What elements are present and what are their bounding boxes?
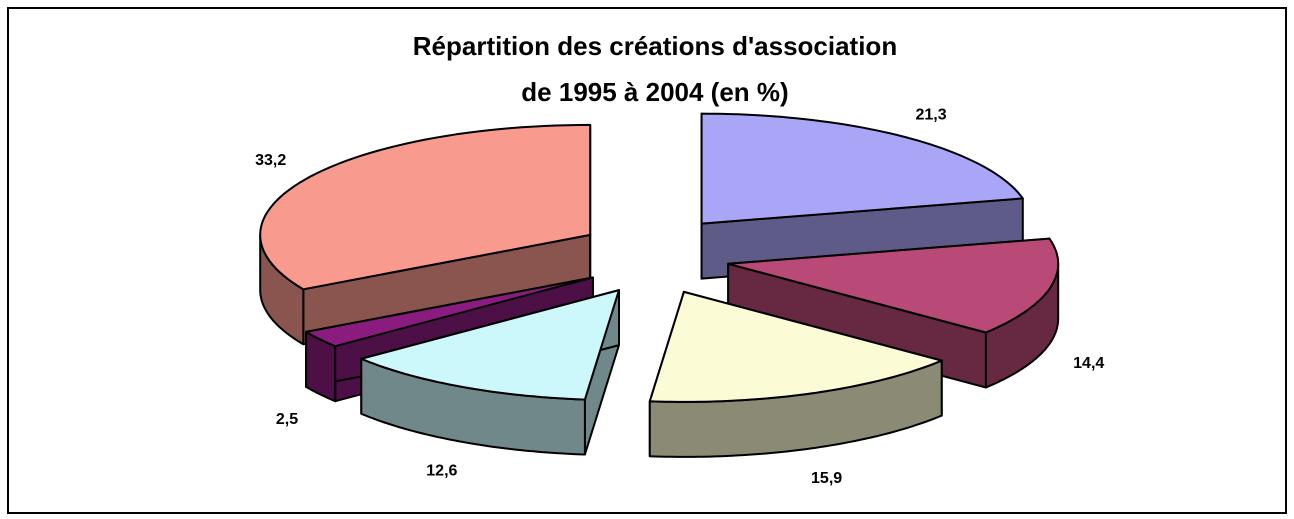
data-label: 2,5 (276, 411, 298, 428)
data-label: 33,2 (255, 152, 286, 169)
slice-top (648, 290, 943, 403)
slice-top (360, 289, 620, 401)
slice (700, 112, 1024, 280)
data-label: 12,6 (426, 462, 457, 479)
chart-title: de 1995 à 2004 (en %) (521, 77, 788, 107)
slice (360, 289, 620, 456)
frame (7, 7, 1287, 514)
slice-top (700, 112, 1024, 225)
slice-top (305, 276, 594, 348)
data-label: 14,4 (1073, 355, 1104, 372)
chart-title: Répartition des créations d'association (413, 31, 897, 61)
slice-top (259, 123, 592, 291)
slice (259, 123, 592, 346)
data-label: 15,9 (811, 470, 842, 487)
data-label: 21,3 (915, 106, 946, 123)
slice (648, 290, 943, 458)
slice-top (727, 237, 1060, 334)
